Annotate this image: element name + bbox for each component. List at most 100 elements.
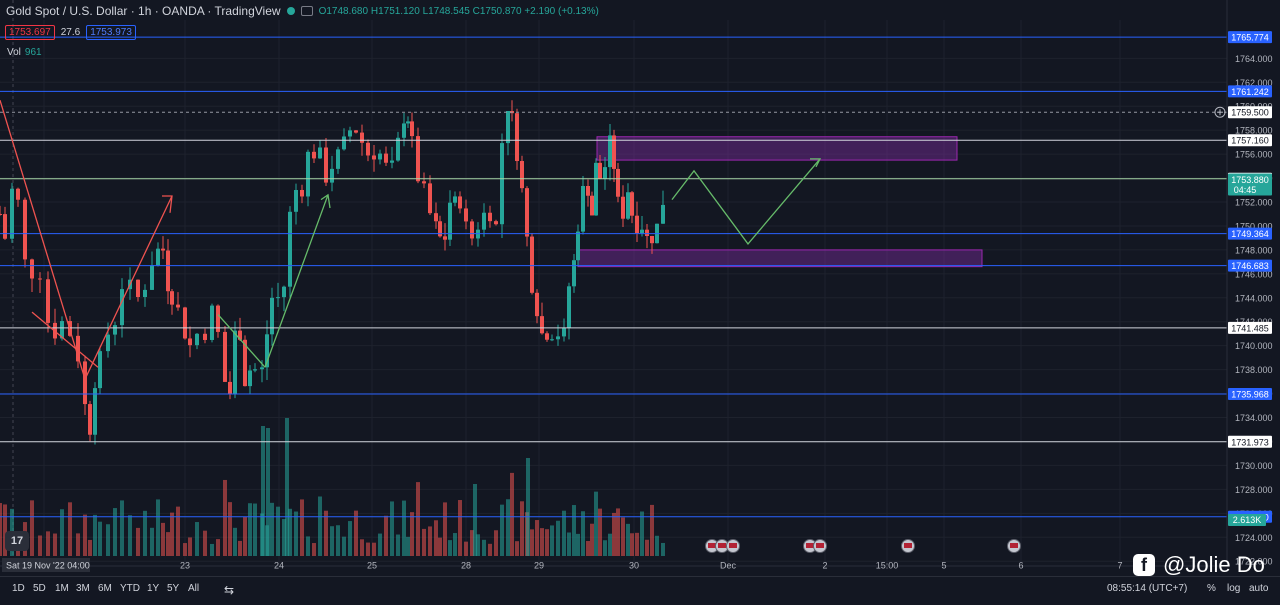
volume-bar <box>603 540 607 556</box>
volume-bar <box>150 527 154 556</box>
auto-toggle[interactable]: auto <box>1249 583 1269 594</box>
clock[interactable]: 08:55:14 (UTC+7) <box>1107 583 1188 594</box>
volume-bar <box>473 484 477 556</box>
price-zone <box>577 249 983 268</box>
volume-bar <box>176 506 180 556</box>
volume-bar <box>195 522 199 556</box>
percent-toggle[interactable]: % <box>1207 583 1216 594</box>
volume-bar <box>248 503 252 556</box>
timeframe-5y[interactable]: 5Y <box>167 583 180 594</box>
volume-bar <box>621 517 625 556</box>
level-label: 1757.160 <box>1231 136 1269 146</box>
candle-body <box>183 307 187 339</box>
volume-bar <box>216 539 220 556</box>
candle-body <box>482 212 486 230</box>
volume-bar <box>288 508 292 556</box>
price-tick-label: 1748.000 <box>1235 245 1273 255</box>
volume-bar <box>661 542 665 556</box>
candle-body <box>581 186 585 232</box>
candle-body <box>312 151 316 159</box>
timeframe-3m[interactable]: 3M <box>76 583 90 594</box>
volume-bar <box>482 539 486 556</box>
timeframe-5d[interactable]: 5D <box>33 583 46 594</box>
volume-bar <box>0 503 2 556</box>
facebook-icon: f <box>1133 554 1155 576</box>
symbol-title[interactable]: Gold Spot / U.S. Dollar · 1h · OANDA · T… <box>6 4 281 18</box>
level-tag <box>1228 321 1272 334</box>
author-watermark: f @Jolie Do <box>1133 552 1265 578</box>
trend-line <box>31 311 99 368</box>
candle-body <box>550 339 554 341</box>
volume-bar <box>390 501 394 556</box>
candle-body <box>545 333 549 340</box>
candle-body <box>228 381 232 395</box>
price-zone <box>596 136 958 161</box>
candle-body <box>535 292 539 317</box>
candle-body <box>253 369 257 371</box>
timeframe-6m[interactable]: 6M <box>98 583 112 594</box>
volume-bar <box>203 530 207 556</box>
volume-bar <box>545 529 549 556</box>
price-tick-label: 1764.000 <box>1235 54 1273 64</box>
us-flag-event-icon[interactable] <box>901 539 915 553</box>
timeframe-ytd[interactable]: YTD <box>120 583 140 594</box>
buy-button[interactable]: 1753.973 <box>86 25 136 40</box>
level-tag <box>1228 106 1272 119</box>
candle-body <box>216 305 220 332</box>
us-flag-event-icon[interactable] <box>813 539 827 553</box>
level-label: 1746.683 <box>1231 261 1269 271</box>
volume-bar <box>476 534 480 556</box>
candle-body <box>300 189 304 197</box>
price-tick-label: 1756.000 <box>1235 150 1273 160</box>
visibility-icon[interactable] <box>300 6 313 16</box>
date-range-icon[interactable]: ⇆ <box>224 583 235 597</box>
time-tick-label: 2 <box>822 561 827 571</box>
trend-line <box>264 194 329 368</box>
volume-bar <box>233 527 237 556</box>
volume-bar <box>38 535 42 556</box>
volume-legend: Vol 961 <box>7 47 42 58</box>
candle-body <box>88 404 92 435</box>
volume-bar <box>88 539 92 556</box>
candle-body <box>540 316 544 334</box>
candle-body <box>378 153 382 160</box>
volume-bar <box>306 536 310 556</box>
candle-body <box>500 143 504 225</box>
time-axis[interactable]: Sat 19 Nov '22 04:00 23 24 25 28 29 30 Dec 2 15:0… <box>0 558 1227 572</box>
timeframe-1d[interactable]: 1D <box>12 583 25 594</box>
volume-bar <box>161 522 165 556</box>
price-tick-label: 1740.000 <box>1235 341 1273 351</box>
candle-body <box>458 196 462 209</box>
candle-body <box>635 215 639 234</box>
timeframe-1m[interactable]: 1M <box>55 583 69 594</box>
timeframe-1y[interactable]: 1Y <box>147 583 160 594</box>
volume-bar <box>60 509 64 556</box>
candle-body <box>645 229 649 237</box>
open-value: O1748.680 <box>318 5 369 17</box>
candle-body <box>324 147 328 183</box>
candle-body <box>384 153 388 163</box>
price-tick-label: 1728.000 <box>1235 485 1273 495</box>
candle-body <box>406 121 410 124</box>
candle-body <box>626 192 630 219</box>
volume-bar <box>510 472 514 556</box>
timeframe-all[interactable]: All <box>188 583 200 594</box>
volume-bar <box>470 530 474 556</box>
sell-button[interactable]: 1753.697 <box>5 25 55 40</box>
volume-bar <box>616 508 620 556</box>
candle-body <box>203 333 207 340</box>
price-axis[interactable]: 1764.0001762.0001760.0001758.0001756.000… <box>1214 0 1280 567</box>
volume-bar <box>410 512 414 556</box>
price-tick-label: 1758.000 <box>1235 126 1273 136</box>
candle-body <box>422 181 426 184</box>
us-flag-event-icon[interactable] <box>1007 539 1021 553</box>
log-toggle[interactable]: log <box>1227 583 1241 594</box>
candle-body <box>562 328 566 337</box>
level-tag <box>1228 387 1272 400</box>
volume-bar <box>282 519 286 556</box>
volume-bar <box>590 523 594 556</box>
volume-bar <box>3 504 7 556</box>
us-flag-event-icon[interactable] <box>726 539 740 553</box>
candle-body <box>166 250 170 292</box>
